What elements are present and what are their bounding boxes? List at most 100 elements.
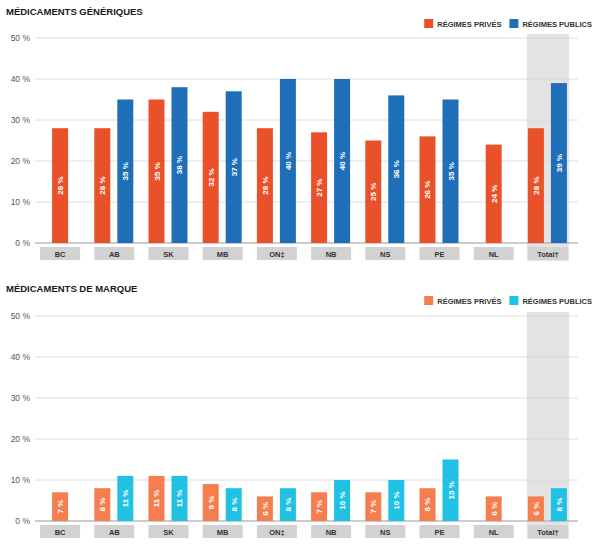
data-label: 11 %	[121, 490, 130, 508]
category-box	[365, 525, 405, 538]
grid-line	[35, 480, 578, 481]
legend-label: RÉGIMES PRIVÉS	[437, 20, 501, 29]
category-box	[257, 247, 297, 260]
bar	[311, 492, 327, 521]
y-tick-label: 40 %	[11, 74, 31, 84]
legend-swatch	[509, 19, 518, 28]
category-box	[311, 525, 351, 538]
data-label: 26 %	[424, 181, 433, 199]
category-box	[474, 525, 514, 538]
category-box	[528, 525, 568, 538]
category-box	[94, 525, 134, 538]
grid-line	[35, 439, 578, 440]
y-tick-label: 30 %	[11, 393, 31, 403]
y-tick-label: 20 %	[11, 434, 31, 444]
bar	[94, 488, 110, 521]
data-label: 28 %	[261, 176, 270, 194]
data-label: 25 %	[369, 183, 378, 201]
data-label: 11 %	[153, 490, 162, 508]
data-label: 27 %	[315, 179, 324, 197]
bar	[334, 480, 350, 521]
grid-line	[35, 357, 578, 358]
x-tick-label: SK	[163, 250, 174, 259]
data-label: 35 %	[153, 162, 162, 180]
bar	[443, 100, 459, 244]
data-label: 40 %	[338, 152, 347, 170]
bar	[52, 128, 68, 243]
x-tick-label: PE	[434, 528, 444, 537]
bar	[117, 476, 133, 521]
bar	[551, 488, 567, 521]
data-labels: 7 %8 %11 %11 %11 %9 %8 %6 %8 %7 %10 %7 %…	[56, 481, 564, 515]
data-label: 39 %	[555, 154, 564, 172]
grid-line	[35, 79, 578, 80]
bar	[52, 492, 68, 521]
category-box	[40, 247, 80, 260]
bar	[528, 496, 544, 521]
x-tick-label: AB	[109, 528, 120, 537]
data-label: 6 %	[532, 502, 541, 516]
category-box	[149, 247, 189, 260]
bar	[257, 496, 273, 521]
data-label: 7 %	[369, 500, 378, 514]
legend-swatch	[424, 19, 433, 28]
data-label: 9 %	[207, 496, 216, 510]
data-label: 24 %	[490, 185, 499, 203]
y-tick-label: 0 %	[15, 238, 30, 248]
bar	[420, 136, 436, 243]
bar	[94, 128, 110, 243]
bar	[486, 496, 502, 521]
y-tick-label: 50 %	[11, 33, 31, 43]
bars	[52, 79, 567, 243]
category-box	[203, 247, 243, 260]
x-tick-label: AB	[109, 250, 120, 259]
legend-label: RÉGIMES PUBLICS	[522, 20, 592, 29]
chart-title: MÉDICAMENTS GÉNÉRIQUES	[6, 6, 143, 17]
y-tick-label: 40 %	[11, 352, 31, 362]
bar	[149, 476, 165, 521]
grid-line	[35, 316, 578, 317]
data-label: 36 %	[392, 160, 401, 178]
data-label: 40 %	[284, 152, 293, 170]
category-box	[420, 525, 460, 538]
x-tick-label: SK	[163, 528, 174, 537]
y-tick-label: 10 %	[11, 197, 31, 207]
bar	[388, 95, 404, 243]
y-tick-label: 10 %	[11, 475, 31, 485]
y-tick-label: 20 %	[11, 156, 31, 166]
x-tick-label: ON‡	[269, 250, 284, 259]
bar	[257, 128, 273, 243]
bar	[486, 145, 502, 243]
data-label: 6 %	[490, 502, 499, 516]
bar	[226, 91, 242, 243]
data-label: 28 %	[56, 176, 65, 194]
bar	[388, 480, 404, 521]
category-box	[203, 525, 243, 538]
x-tick-label: MB	[217, 250, 229, 259]
data-label: 15 %	[447, 481, 456, 499]
data-label: 35 %	[447, 162, 456, 180]
x-tick-label: Total†	[537, 250, 559, 259]
total-highlight	[527, 34, 569, 261]
legend-label: RÉGIMES PUBLICS	[522, 297, 592, 306]
data-label: 28 %	[98, 176, 107, 194]
x-tick-label: NS	[380, 528, 390, 537]
bar	[528, 128, 544, 243]
x-tick-label: NB	[326, 250, 337, 259]
legend: RÉGIMES PUBLICS RÉGIMES PRIVÉS	[424, 19, 592, 29]
y-tick-label: 30 %	[11, 115, 31, 125]
data-label: 6 %	[261, 502, 270, 516]
x-tick-label: PE	[434, 250, 444, 259]
bar	[172, 87, 188, 243]
legend-label: RÉGIMES PRIVÉS	[437, 297, 501, 306]
bar	[149, 100, 165, 244]
data-label: 7 %	[315, 500, 324, 514]
bar	[420, 488, 436, 521]
x-tick-label: NB	[326, 528, 337, 537]
data-label: 8 %	[424, 498, 433, 512]
category-box	[311, 247, 351, 260]
x-tick-label: Total†	[537, 528, 559, 537]
x-tick-label: MB	[217, 528, 229, 537]
bars	[52, 460, 567, 522]
data-label: 8 %	[555, 498, 564, 512]
